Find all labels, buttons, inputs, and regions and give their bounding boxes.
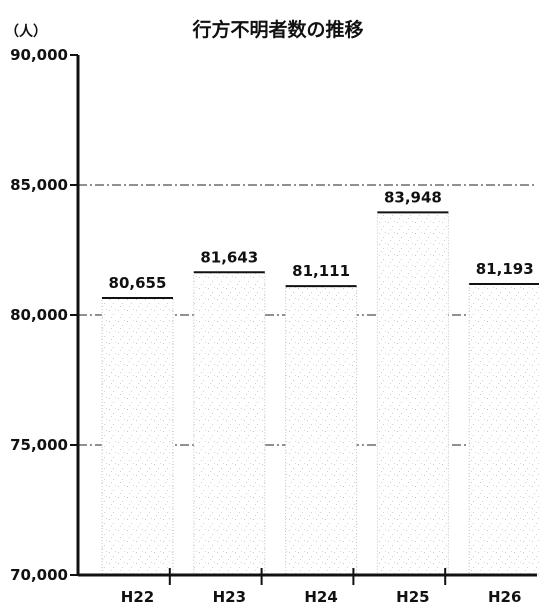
y-tick-label-0: 70,000 xyxy=(10,566,68,584)
y-tick-label-3: 85,000 xyxy=(10,176,68,194)
x-tick-label-H24: H24 xyxy=(304,588,337,606)
data-label-H23: 81,643 xyxy=(200,248,258,266)
y-tick-label-2: 80,000 xyxy=(10,306,68,324)
data-label-H25: 83,948 xyxy=(384,188,442,206)
y-axis-unit-label: （人） xyxy=(5,23,47,40)
bar-H25 xyxy=(376,211,449,576)
axes xyxy=(70,54,537,585)
x-tick-label-H26: H26 xyxy=(488,588,521,606)
x-tick-label-H23: H23 xyxy=(213,588,246,606)
labels: 70,000 75,000 80,000 85,000 90,000 80,655 H22 8… xyxy=(10,46,534,606)
bar-H22 xyxy=(101,297,174,576)
y-tick-label-1: 75,000 xyxy=(10,436,68,454)
chart-title: 行方不明者数の推移 xyxy=(191,18,363,41)
bar-H26 xyxy=(468,283,539,576)
bar-H24 xyxy=(285,285,358,576)
data-label-H26: 81,193 xyxy=(476,260,534,278)
bar-H23 xyxy=(193,271,266,576)
bars xyxy=(101,211,539,576)
x-tick-label-H25: H25 xyxy=(396,588,429,606)
data-label-H24: 81,111 xyxy=(292,262,350,280)
data-label-H22: 80,655 xyxy=(109,274,167,292)
x-tick-label-H22: H22 xyxy=(121,588,154,606)
y-tick-label-4: 90,000 xyxy=(10,46,68,64)
